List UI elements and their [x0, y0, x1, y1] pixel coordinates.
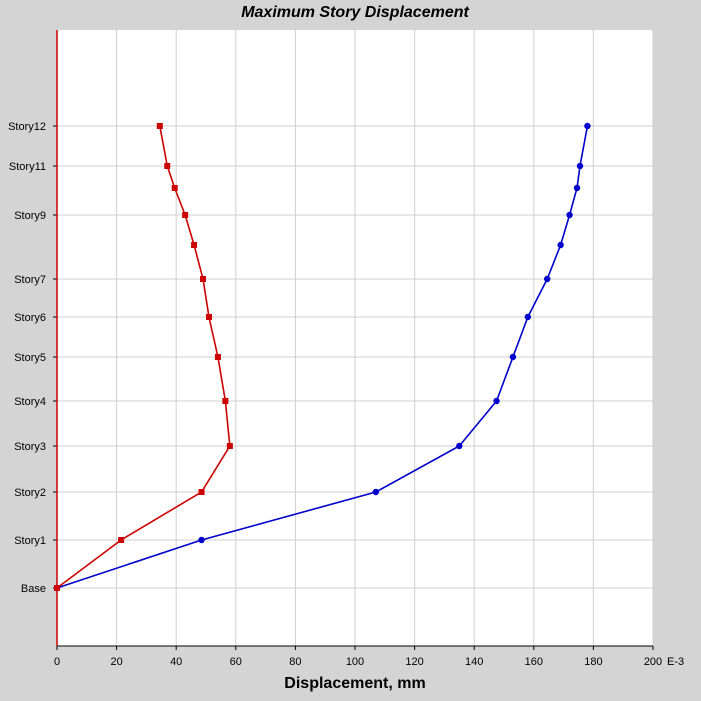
data-point — [54, 585, 60, 591]
series-layer — [53, 122, 591, 592]
chart-title: Maximum Story Displacement — [241, 4, 469, 21]
grid-lines — [57, 30, 654, 646]
data-point — [372, 488, 380, 496]
y-tick-label: Story3 — [14, 441, 46, 453]
series-1 — [54, 123, 233, 591]
y-tick-label: Story9 — [14, 210, 46, 222]
y-tick-label: Story1 — [14, 535, 46, 547]
x-axis-label: Displacement, mm — [284, 675, 426, 692]
data-point — [222, 398, 229, 404]
x-tick-label: 140 — [465, 656, 483, 668]
axes — [53, 30, 654, 650]
data-point — [182, 212, 189, 218]
data-point — [156, 123, 163, 129]
data-point — [191, 242, 198, 248]
series-0 — [53, 122, 591, 592]
tick-labels: 0 20 40 60 80 100 120 140 160 180 200 E-3 Base Story1… — [8, 121, 684, 668]
y-tick-label: Story4 — [14, 396, 46, 408]
y-tick-label: Story5 — [14, 352, 46, 364]
data-point — [557, 241, 564, 249]
x-tick-label: 20 — [110, 656, 122, 668]
data-point — [493, 397, 500, 405]
data-point — [226, 443, 233, 449]
x-tick-label: 100 — [346, 656, 364, 668]
x-tick-label: 200 — [644, 656, 662, 668]
x-tick-label: 80 — [289, 656, 301, 668]
y-tick-label: Story6 — [14, 312, 46, 324]
x-tick-label: 0 — [54, 656, 60, 668]
x-tick-label: 160 — [525, 656, 543, 668]
data-point — [509, 353, 517, 361]
data-point — [524, 313, 532, 321]
data-point — [205, 314, 212, 320]
data-point — [200, 276, 207, 282]
data-point — [576, 162, 584, 170]
data-point — [544, 275, 551, 283]
data-point — [566, 211, 573, 219]
data-point — [164, 163, 171, 169]
x-tick-label: 40 — [170, 656, 182, 668]
data-point — [456, 442, 463, 450]
x-tick-label: 180 — [584, 656, 602, 668]
x-unit-suffix: E-3 — [667, 656, 684, 668]
data-point — [584, 122, 591, 130]
x-tick-label: 120 — [405, 656, 423, 668]
x-tick-label: 60 — [230, 656, 242, 668]
data-point — [198, 536, 205, 544]
y-tick-label: Story12 — [8, 121, 46, 133]
data-point — [118, 537, 125, 543]
y-tick-label: Story11 — [9, 161, 46, 173]
data-point — [573, 184, 581, 192]
y-tick-label: Base — [21, 583, 46, 595]
y-tick-label: Story2 — [14, 487, 46, 499]
data-point — [214, 354, 221, 360]
data-point — [198, 489, 205, 495]
data-point — [171, 185, 178, 191]
y-tick-label: Story7 — [14, 274, 46, 286]
